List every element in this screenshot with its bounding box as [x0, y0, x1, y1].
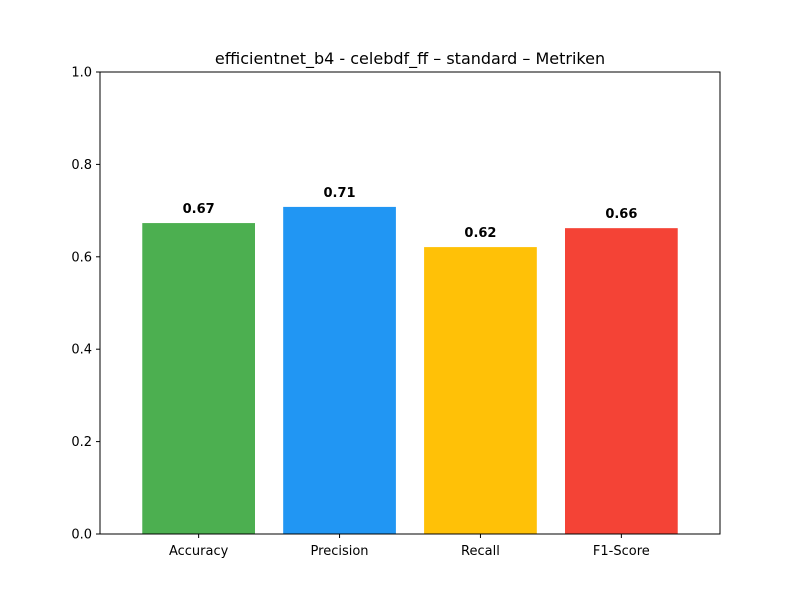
- bar-f1-score: [565, 228, 678, 534]
- y-tick-label: 1.0: [71, 66, 92, 81]
- bars-group: [142, 206, 678, 535]
- chart-title: efficientnet_b4 - celebdf_ff – standard …: [215, 49, 605, 69]
- y-tick-label: 0.2: [71, 435, 92, 450]
- y-tick-label: 0.0: [71, 528, 92, 543]
- bar-precision: [283, 206, 396, 535]
- data-label: 0.66: [605, 207, 637, 222]
- data-label: 0.62: [464, 226, 496, 241]
- plot-frame: [99, 71, 721, 535]
- data-label: 0.71: [324, 186, 356, 201]
- data-labels-group: 0.67 0.71 0.62 0.66: [183, 186, 638, 241]
- bar-recall: [424, 247, 537, 534]
- x-tick-label: F1-Score: [593, 544, 650, 559]
- x-tick-label: Accuracy: [169, 544, 229, 559]
- data-label: 0.67: [183, 202, 215, 217]
- y-tick-label: 0.8: [71, 158, 92, 173]
- x-tick-label: Recall: [461, 544, 500, 559]
- bar-accuracy: [142, 223, 255, 534]
- x-axis: Accuracy Precision Recall F1-Score: [169, 534, 650, 559]
- y-tick-label: 0.4: [71, 343, 92, 358]
- y-axis: 0.0 0.2 0.4 0.6 0.8 1.0: [71, 66, 100, 543]
- y-tick-label: 0.6: [71, 250, 92, 265]
- x-tick-label: Precision: [311, 544, 369, 559]
